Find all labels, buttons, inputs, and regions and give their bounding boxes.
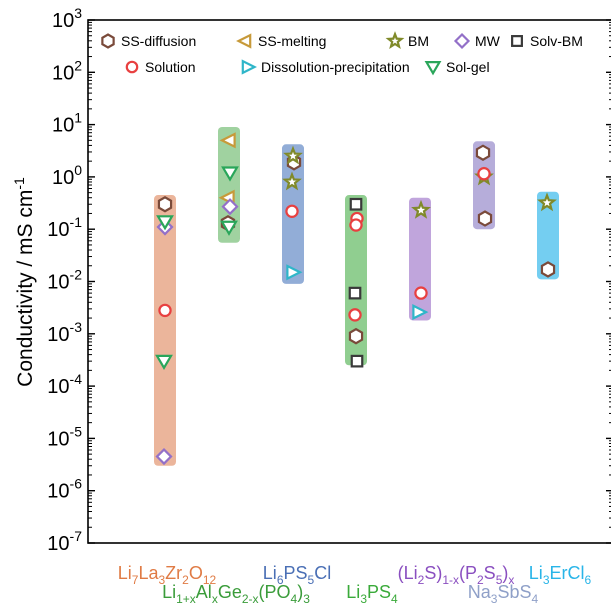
point-bm (283, 145, 303, 165)
y-axis-ticks: 103 102 101 100 10-1 10-2 10-3 10-4 10-5 10-6 10-7 (47, 5, 611, 555)
point-ss-diffusion (475, 144, 491, 161)
category-label-lpscl: Li6PS5Cl (263, 563, 331, 587)
point-bm (282, 171, 302, 191)
point-ss-diffusion (477, 210, 493, 227)
y-tick-label: 10-3 (47, 319, 82, 346)
y-axis-label: Conductivity / mS cm-1 (11, 177, 37, 387)
point-mw (155, 447, 173, 466)
point-solution (349, 218, 363, 232)
y-tick-label: 10-5 (47, 423, 82, 450)
legend-marker-dissolution-precipitation (241, 59, 257, 75)
point-ss-diffusion (540, 261, 556, 278)
point-ss-diffusion (348, 327, 364, 345)
y-tick-label: 100 (52, 162, 82, 189)
y-tick-label: 103 (52, 5, 82, 32)
category-label-lagp: Li1+xAlxGe2-x(PO4)3 (162, 582, 310, 606)
point-solution (158, 303, 172, 318)
legend-marker-ss-melting (236, 33, 252, 49)
legend-label: SS-diffusion (121, 33, 196, 49)
point-sol-gel (220, 220, 238, 236)
legend-marker-solution (125, 60, 139, 74)
band-lps (345, 195, 367, 366)
y-tick-label: 10-6 (47, 476, 82, 503)
legend-label: BM (408, 33, 429, 49)
point-dissolution-precipitation (286, 264, 303, 281)
point-ss-melting (219, 132, 236, 149)
point-solution (348, 308, 362, 322)
legend-label: Sol-gel (446, 59, 490, 75)
point-mw (221, 198, 239, 216)
point-bm (411, 199, 431, 219)
legend-marker-ss-diffusion (101, 33, 115, 49)
point-bm (537, 192, 557, 212)
band-nass (473, 141, 495, 230)
legend-label: Dissolution-precipitation (261, 59, 410, 75)
point-dissolution-precipitation (412, 304, 429, 321)
point-solv-bm (348, 286, 362, 300)
point-solution (414, 286, 428, 300)
category-label-llzo: Li7La3Zr2O12 (118, 563, 217, 587)
data-points (155, 132, 557, 466)
point-sol-gel (221, 166, 239, 182)
band-lecl (537, 191, 559, 280)
category-label-lsps: (Li2S)1-x(P2S5)x (398, 563, 515, 587)
legend-marker-mw (453, 32, 471, 50)
legend-label: SS-melting (258, 33, 326, 49)
legend-label: Solution (145, 59, 196, 75)
band-lagp (218, 126, 240, 243)
y-tick-label: 102 (52, 57, 82, 84)
category-label-lps: Li3PS4 (346, 582, 398, 606)
band-lsps (409, 197, 431, 321)
legend-marker-bm (385, 31, 405, 49)
point-sol-gel (156, 215, 174, 231)
legend: SS-diffusion SS-melting BM MW Solv-BM Solutio… (101, 31, 583, 76)
point-solv-bm (349, 197, 363, 211)
category-label-lecl: Li3ErCl6 (529, 563, 592, 587)
y-tick-label: 10-1 (47, 214, 82, 241)
legend-marker-solv-bm (511, 35, 523, 47)
point-sol-gel (155, 354, 173, 370)
point-solv-bm (350, 354, 364, 368)
category-bands (154, 126, 559, 466)
legend-label: Solv-BM (530, 33, 583, 49)
legend-marker-sol-gel (424, 61, 442, 76)
point-ss-diffusion (157, 195, 173, 213)
y-tick-label: 10-4 (47, 371, 82, 398)
category-label-nass: Na3SbS4 (468, 582, 539, 606)
y-tick-label: 10-2 (47, 267, 82, 294)
y-tick-label: 101 (52, 110, 82, 137)
y-tick-label: 10-7 (47, 528, 82, 555)
point-solution (477, 167, 491, 181)
band-llzo (154, 195, 176, 466)
point-solution (285, 204, 299, 218)
legend-label: MW (475, 33, 501, 49)
